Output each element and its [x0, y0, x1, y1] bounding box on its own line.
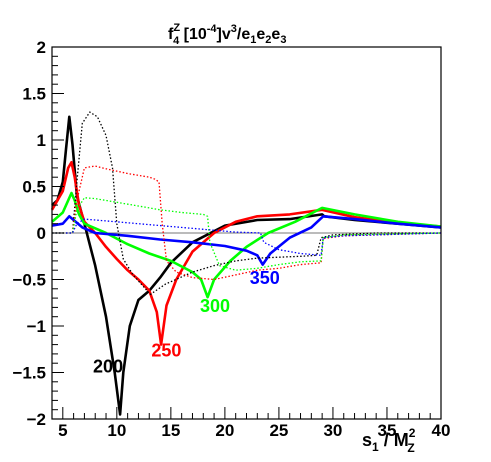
x-tick-label: 30 — [323, 421, 342, 440]
series-line-300 — [51, 191, 442, 299]
plot-area: 200 250 300 350 — [50, 111, 442, 416]
x-tick-label: 20 — [215, 421, 234, 440]
y-tick-label: −2 — [27, 410, 46, 429]
y-tick-label: 2 — [37, 38, 46, 57]
chart-title: fZ 4 [10-4]v3/e1e2e3 — [168, 22, 286, 47]
series-line-dotted-6 — [52, 197, 442, 271]
series-line-250 — [50, 161, 442, 346]
y-tick-label: 0 — [37, 224, 46, 243]
x-tick-label: 10 — [107, 421, 126, 440]
series-label-250: 250 — [151, 341, 181, 361]
series-line-dotted-4 — [52, 111, 441, 296]
y-tick-label: 1 — [37, 131, 46, 150]
y-tick-label: 1.5 — [22, 85, 46, 104]
x-tick-label: 15 — [161, 421, 180, 440]
x-tick-label: 35 — [378, 421, 397, 440]
series-label-300: 300 — [200, 296, 230, 316]
series-label-200: 200 — [93, 357, 123, 377]
y-tick-label: 0.5 — [22, 178, 46, 197]
axes: 5 10 15 20 25 30 35 40 −2 −1.5 −1 −0.5 0 0.5 1 1.5 2 — [12, 38, 450, 440]
x-axis-label: s1 / M2 Z — [362, 426, 416, 455]
y-tick-label: −0.5 — [12, 271, 46, 290]
y-tick-label: −1 — [27, 317, 46, 336]
series-label-350: 350 — [250, 268, 280, 288]
series-line-dotted-7 — [52, 218, 442, 256]
x-tick-label: 25 — [269, 421, 288, 440]
x-tick-label: 40 — [432, 421, 451, 440]
series-line-200 — [51, 115, 442, 416]
y-tick-label: −1.5 — [12, 364, 46, 383]
x-tick-label: 5 — [58, 421, 67, 440]
